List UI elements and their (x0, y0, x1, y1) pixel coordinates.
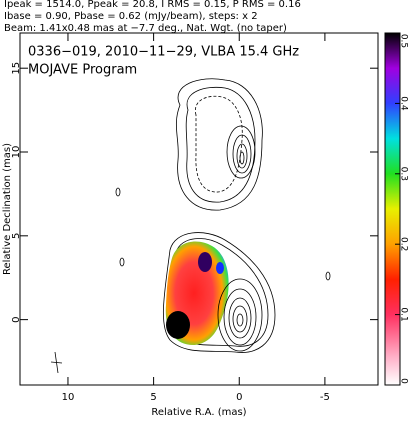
chart-title: 0336−019, 2010−11−29, VLBA 15.4 GHz (28, 45, 299, 60)
x-axis-label: Relative R.A. (mas) (151, 407, 246, 418)
colorbar-tick-label: 0.5 (399, 34, 409, 48)
y-tick-label: 5 (11, 233, 22, 239)
colorbar (384, 32, 401, 386)
y-tick-label: 10 (11, 146, 22, 159)
colorbar-tick-label: 0.4 (399, 96, 409, 111)
header-line: Ipeak = 1514.0, Ppeak = 20.8, I RMS = 0.… (4, 0, 301, 10)
x-tick-label: 0 (236, 392, 242, 403)
y-tick-label: 0 (11, 316, 22, 322)
colorbar-tick-label: 0.3 (399, 167, 409, 181)
image (50, 78, 331, 374)
chart-subtitle: MOJAVE Program (28, 63, 137, 78)
header-line: Beam: 1.41x0.48 mas at −7.7 deg., Nat. W… (4, 23, 287, 34)
y-axis-label: Relative Declination (mas) (2, 143, 13, 275)
y-tick-label: 15 (11, 62, 22, 75)
x-tick-label: 10 (62, 392, 75, 403)
colorbar-tick-label: 0.1 (399, 307, 409, 321)
x-tick-label: 5 (150, 392, 156, 403)
header-line: Ibase = 0.90, Pbase = 0.62 (mJy/beam), s… (4, 11, 258, 22)
plot-frame (19, 32, 379, 386)
colorbar-tick-label: 0 (399, 378, 409, 384)
x-tick-label: -5 (320, 392, 330, 403)
colorbar-tick-label: 0.2 (399, 237, 409, 251)
